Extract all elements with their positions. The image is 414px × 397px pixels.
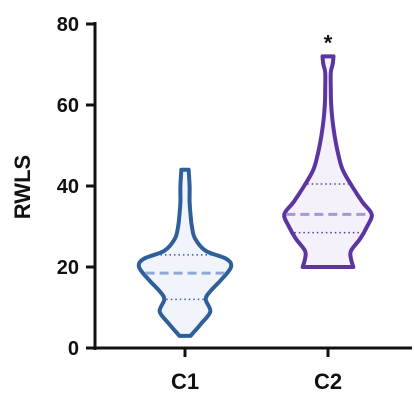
y-tick-label: 60 (57, 95, 79, 117)
x-tick-label-c2: C2 (314, 369, 342, 394)
y-axis-title: RWLS (10, 155, 35, 219)
axes: 0 20 40 60 80 C1 C2 (57, 14, 412, 394)
violin-body-c2 (282, 54, 374, 269)
y-tick-label: 80 (57, 14, 79, 36)
y-tick-label: 40 (57, 176, 79, 198)
significance-marker: * (324, 30, 333, 55)
y-tick-label: 0 (68, 338, 79, 360)
x-tick-label-c1: C1 (171, 369, 199, 394)
violin-body-c1 (136, 167, 234, 338)
violin-c2 (282, 54, 374, 269)
violins: * (136, 30, 374, 338)
violin-c1 (136, 167, 234, 338)
y-tick-label: 20 (57, 257, 79, 279)
